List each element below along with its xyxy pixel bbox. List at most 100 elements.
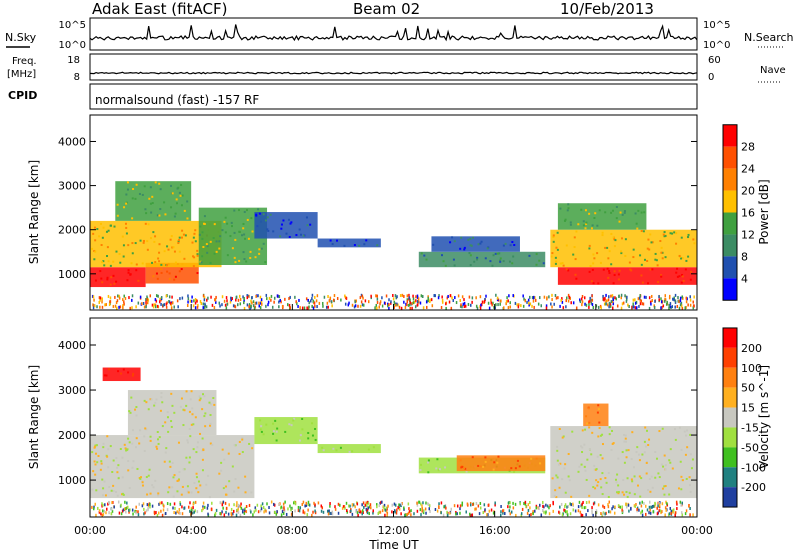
ground-speckle (236, 508, 238, 512)
ground-speckle (189, 299, 192, 303)
ground-speckle (602, 512, 604, 516)
ground-speckle (228, 503, 230, 507)
ground-speckle (450, 306, 453, 310)
ground-speckle (109, 300, 112, 304)
ground-speckle (686, 297, 688, 301)
ground-speckle (681, 513, 684, 517)
speckle (588, 212, 591, 215)
region-3 (254, 417, 318, 445)
ground-speckle (386, 513, 388, 517)
colorbar-tick-label: 12 (741, 228, 755, 241)
speckle (201, 469, 204, 472)
speckle (575, 230, 578, 233)
speckle (250, 491, 253, 494)
speckle (572, 253, 575, 256)
ground-speckle (679, 299, 682, 303)
speckle (177, 240, 180, 243)
speckle (559, 462, 562, 465)
ground-speckle (334, 507, 337, 511)
speckle (258, 248, 261, 251)
speckle (109, 445, 112, 448)
ground-speckle (111, 501, 113, 505)
speckle (223, 220, 226, 223)
speckle (195, 476, 198, 479)
ground-speckle (124, 500, 126, 504)
ground-speckle (295, 300, 297, 304)
ground-speckle (479, 305, 481, 309)
speckle (633, 493, 636, 496)
ground-speckle (635, 300, 638, 304)
ground-speckle (132, 512, 134, 516)
ground-speckle (276, 510, 278, 514)
ground-speckle (384, 508, 387, 512)
ground-speckle (425, 501, 427, 505)
speckle (231, 465, 234, 468)
ground-speckle (244, 506, 247, 510)
ground-speckle (419, 301, 422, 305)
speckle (238, 440, 241, 443)
ground-speckle (637, 297, 640, 301)
speckle (607, 257, 610, 260)
ground-speckle (640, 504, 643, 508)
speckle (230, 221, 233, 224)
speckle (260, 247, 263, 250)
ground-speckle (376, 503, 378, 507)
ground-speckle (261, 502, 264, 506)
speckle (195, 472, 198, 475)
ground-speckle (270, 298, 272, 302)
colorbar-swatch (723, 190, 737, 213)
ground-speckle (461, 295, 464, 299)
speckle (139, 477, 142, 480)
speckle (606, 246, 609, 249)
ground-speckle (237, 510, 240, 514)
ground-speckle (559, 304, 561, 308)
ground-speckle (523, 502, 525, 506)
speckle (610, 232, 613, 235)
speckle (132, 372, 135, 375)
speckle (675, 271, 678, 274)
speckle (91, 451, 94, 454)
ground-speckle (444, 505, 446, 509)
speckle (637, 453, 640, 456)
speckle (499, 259, 502, 262)
speckle (329, 239, 332, 242)
speckle (680, 448, 683, 451)
ground-speckle (515, 513, 517, 517)
speckle (679, 460, 682, 463)
speckle (218, 247, 221, 250)
ground-speckle (202, 501, 205, 505)
speckle (599, 478, 602, 481)
ground-speckle (437, 505, 440, 509)
ground-speckle (461, 501, 464, 505)
ground-speckle (532, 510, 534, 514)
speckle (219, 235, 222, 238)
ground-speckle (193, 299, 195, 303)
ground-speckle (146, 295, 148, 299)
speckle (166, 416, 169, 419)
ground-speckle (450, 507, 453, 511)
ground-speckle (633, 504, 636, 508)
ground-speckle (254, 301, 257, 305)
speckle (176, 202, 179, 205)
speckle (116, 214, 119, 217)
ground-speckle (361, 294, 364, 298)
speckle (134, 408, 137, 411)
ground-speckle (507, 306, 510, 310)
speckle (224, 485, 227, 488)
ground-speckle (465, 510, 467, 514)
speckle (131, 466, 134, 469)
ground-speckle (422, 295, 424, 298)
ground-speckle (530, 513, 532, 517)
speckle (476, 256, 479, 259)
ground-speckle (165, 305, 168, 309)
ground-speckle (224, 303, 227, 307)
ground-speckle (145, 509, 148, 513)
ground-speckle (680, 511, 683, 515)
power-heatmap (90, 181, 697, 310)
ground-speckle (674, 299, 677, 303)
ground-speckle (249, 306, 251, 310)
ground-speckle (179, 511, 181, 515)
speckle (463, 248, 466, 251)
ground-speckle (364, 299, 367, 303)
ytick-label: 3000 (58, 180, 86, 193)
